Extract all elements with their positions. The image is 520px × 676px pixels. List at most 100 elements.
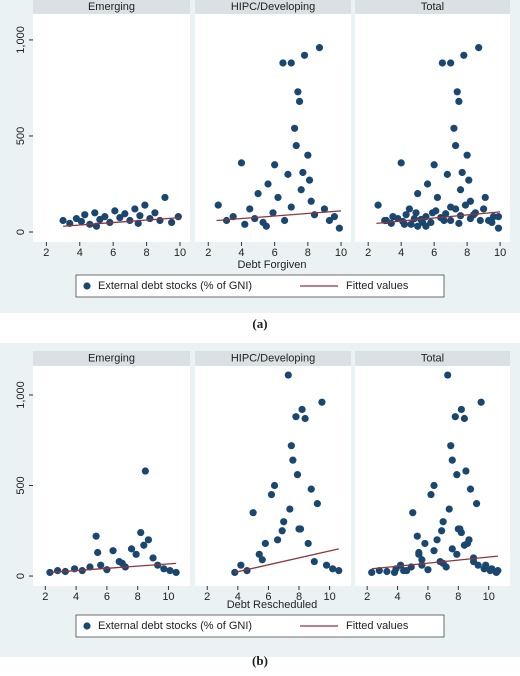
data-point	[427, 490, 435, 499]
data-point	[231, 568, 239, 577]
data-point	[453, 88, 461, 96]
data-point	[488, 565, 496, 573]
data-point	[453, 550, 461, 558]
data-point	[161, 193, 169, 202]
data-point	[430, 547, 438, 555]
data-point	[472, 500, 481, 508]
data-point	[456, 186, 465, 194]
data-point	[131, 205, 139, 213]
y-tick-label: 0	[15, 229, 27, 235]
data-point	[172, 568, 180, 577]
data-point	[433, 193, 442, 202]
data-point	[310, 557, 318, 566]
fitted-line	[376, 211, 501, 225]
data-point	[494, 213, 503, 221]
data-point	[132, 550, 140, 558]
legend-label: External debt stocks (% of GNI)	[98, 620, 252, 632]
data-point	[390, 568, 399, 577]
plot-area	[195, 366, 351, 586]
facet-title: HIPC/Developing	[231, 352, 315, 364]
data-point	[280, 518, 288, 526]
x-tick-label: 10	[335, 247, 347, 259]
fitted-line	[371, 555, 498, 570]
data-point	[77, 217, 86, 226]
data-point	[264, 180, 272, 188]
x-tick-label: 4	[238, 247, 244, 259]
facet-header	[195, 0, 351, 14]
data-point	[481, 193, 489, 202]
facet-header	[33, 0, 190, 14]
legend-label: External debt stocks (% of GNI)	[98, 280, 252, 292]
legend-box	[75, 274, 445, 298]
data-point	[301, 414, 309, 423]
data-point	[389, 213, 397, 221]
data-point	[136, 212, 144, 220]
data-point	[397, 159, 405, 167]
facet-title: Total	[421, 352, 444, 364]
data-point	[477, 398, 485, 406]
data-point	[421, 539, 429, 548]
data-point	[160, 565, 168, 573]
facet-title: Emerging	[88, 352, 135, 364]
x-axis-label: Debt Rescheduled	[227, 599, 318, 611]
x-tick-label: 2	[205, 247, 211, 259]
x-tick-label: 8	[135, 591, 141, 603]
data-point	[422, 222, 430, 230]
data-point	[482, 561, 490, 569]
fitted-line	[63, 216, 181, 227]
data-point	[427, 218, 435, 227]
x-tick-label: 8	[305, 247, 311, 259]
data-point	[396, 561, 405, 569]
data-point	[109, 547, 117, 555]
data-point	[279, 59, 287, 67]
data-point	[141, 467, 149, 475]
data-point	[320, 205, 329, 213]
data-point	[214, 201, 222, 209]
data-point	[374, 201, 382, 209]
data-point	[278, 527, 286, 535]
facet-title: Emerging	[88, 1, 135, 13]
data-point	[329, 565, 337, 573]
data-point	[274, 193, 282, 202]
y-tick-label: 0	[15, 573, 27, 579]
caption: (b)	[252, 653, 268, 668]
data-point	[270, 481, 279, 490]
data-point	[455, 97, 463, 105]
data-point	[166, 567, 174, 575]
data-point	[255, 550, 263, 558]
y-tick-label: 1,000	[15, 381, 27, 409]
data-point	[403, 567, 411, 575]
data-point	[286, 505, 294, 513]
data-point	[466, 485, 475, 493]
data-point	[466, 197, 475, 205]
x-tick-label: 4	[235, 591, 241, 603]
data-point	[447, 442, 455, 450]
data-point	[46, 568, 54, 577]
x-tick-label: 10	[494, 247, 506, 259]
data-point	[91, 209, 99, 217]
data-point	[456, 525, 464, 533]
data-point	[414, 189, 422, 198]
data-point	[127, 545, 136, 553]
data-point	[262, 222, 270, 230]
y-tick-label: 500	[15, 127, 27, 145]
facet-header	[355, 351, 510, 366]
caption: (a)	[252, 316, 267, 331]
x-tick-label: 4	[73, 591, 79, 603]
x-tick-label: 8	[144, 247, 150, 259]
facet-header	[355, 0, 510, 14]
data-point	[430, 481, 438, 490]
data-point	[453, 471, 461, 479]
data-point	[287, 59, 295, 67]
data-point	[295, 97, 304, 105]
data-point	[447, 203, 455, 211]
legend-marker	[83, 282, 91, 290]
x-tick-label: 6	[431, 247, 437, 259]
facet: Total 2 4 6 8 10	[355, 351, 510, 603]
x-tick-label: 10	[323, 591, 335, 603]
data-point	[413, 532, 421, 540]
data-point	[290, 124, 299, 132]
data-point	[475, 44, 483, 52]
data-point	[144, 536, 153, 544]
